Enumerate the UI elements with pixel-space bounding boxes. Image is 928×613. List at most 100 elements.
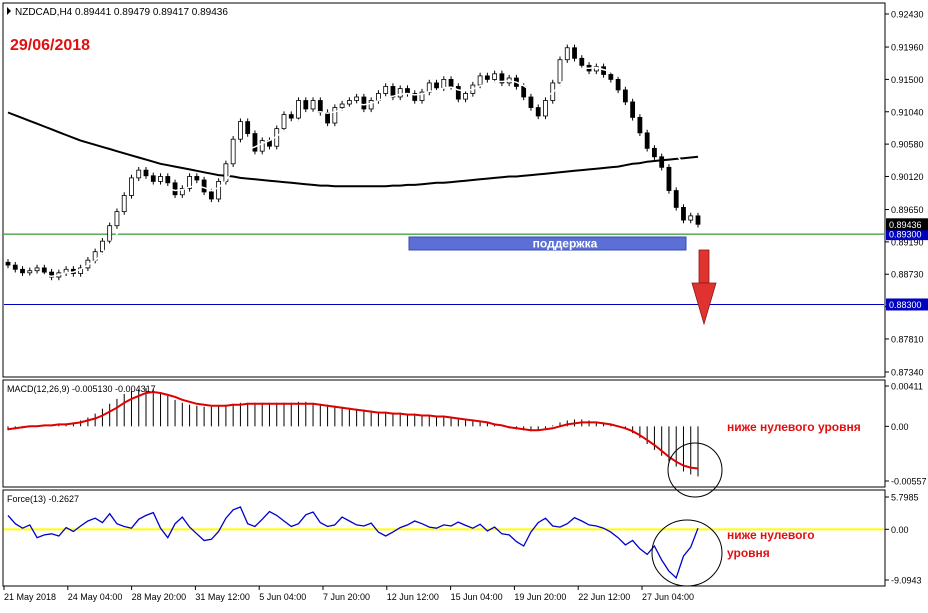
support-label: поддержка	[533, 237, 598, 251]
candle-body	[368, 100, 374, 110]
candle-body	[477, 75, 483, 86]
macd-tick-label: 0.00411	[891, 382, 923, 392]
candle-body	[579, 57, 585, 66]
candle-body	[434, 82, 439, 89]
candle-body	[310, 100, 316, 110]
candle-body	[158, 176, 163, 182]
candle-body	[441, 79, 447, 89]
candle-body	[172, 182, 178, 196]
candle-body	[121, 195, 127, 213]
time-axis: 21 May 2018 24 May 04:00 28 May 20:00 31 Ma…	[3, 586, 694, 602]
price-axis: 0.92430 0.91960 0.91500 0.91040 0.90580 0.901…	[885, 10, 928, 378]
price-tick-label: 0.91960	[891, 43, 924, 53]
candle-body	[608, 74, 614, 80]
down-arrow-icon	[691, 249, 717, 326]
candle-body	[136, 169, 142, 179]
candle-body	[543, 100, 548, 117]
candle-body	[528, 96, 534, 108]
candle-body	[245, 121, 251, 134]
candle-body	[564, 47, 570, 61]
date-label: 29/06/2018	[10, 37, 90, 54]
candle-body	[216, 180, 222, 200]
header-symbol: NZDCAD,H4 0.89441 0.89479 0.89417 0.8943…	[7, 7, 228, 18]
candle-body	[419, 91, 425, 101]
candle-body	[27, 270, 33, 274]
candle-body	[397, 88, 403, 98]
time-tick-label: 15 Jun 04:00	[451, 592, 503, 602]
price-tick-label: 0.90120	[891, 172, 924, 182]
force-panel-frame	[2, 489, 886, 587]
candle-body	[448, 79, 454, 87]
candle-body	[346, 100, 352, 105]
candle-body	[666, 166, 672, 191]
price-tick-label: 0.89650	[891, 205, 924, 215]
candle-body	[259, 140, 265, 152]
candle-body	[150, 175, 156, 182]
time-tick-label: 28 May 20:00	[132, 592, 187, 602]
target-price-tag-bg	[886, 298, 928, 311]
price-tick-label: 0.91500	[891, 75, 924, 85]
force-line	[7, 506, 699, 579]
current-price-tag-bg	[886, 218, 928, 231]
candle-body	[637, 116, 643, 134]
macd-panel-frame	[2, 379, 886, 488]
candle-body	[339, 103, 345, 108]
candle-body	[622, 89, 628, 103]
candle-body	[681, 207, 686, 221]
candle-body	[238, 121, 243, 140]
candle-body	[630, 101, 636, 118]
candle-body	[463, 93, 468, 100]
current-price-tag: 0.89436	[889, 220, 922, 230]
force-note-line1: ниже нулевого	[727, 528, 815, 542]
candle-body	[615, 79, 621, 91]
candle-body	[201, 179, 207, 193]
candle-body	[114, 211, 120, 227]
candle-body	[5, 261, 11, 266]
macd-highlight-circle	[667, 442, 723, 498]
candle-body	[455, 86, 461, 100]
candle-body	[644, 132, 650, 149]
force-title: Force(13) -0.2627	[7, 494, 79, 504]
macd-tick-label: -0.00557	[891, 477, 927, 487]
candle-body	[412, 93, 418, 101]
price-tick-label: 0.87810	[891, 334, 924, 344]
price-plot	[4, 44, 884, 305]
time-tick-label: 22 Jun 12:00	[578, 592, 630, 602]
support-box	[408, 236, 687, 251]
candle-body	[572, 47, 577, 59]
candle-body	[129, 177, 134, 196]
price-tick-label: 0.92430	[891, 10, 924, 20]
main-panel-frame	[2, 2, 886, 378]
time-tick-label: 7 Jun 20:00	[323, 592, 370, 602]
time-tick-label: 5 Jun 04:00	[259, 592, 306, 602]
force-tick-label: 0.00	[891, 525, 909, 535]
price-tick-label: 0.90580	[891, 140, 924, 150]
price-tick-label: 0.89190	[891, 237, 924, 247]
candle-body	[332, 107, 338, 124]
time-tick-label: 21 May 2018	[4, 592, 56, 602]
price-tick-label: 0.91040	[891, 107, 924, 117]
candle-body	[557, 59, 563, 84]
candle-body	[383, 86, 389, 94]
macd-signal-line	[7, 390, 699, 470]
force-highlight-circle	[651, 519, 723, 587]
candle-body	[354, 96, 360, 101]
macd-note: ниже нулевого уровня	[727, 420, 861, 434]
force-plot	[4, 506, 884, 579]
candle-body	[100, 240, 105, 253]
macd-title: MACD(12,26,9) -0.005130 -0.004317	[7, 384, 156, 394]
candle-body	[143, 169, 149, 177]
candle-body	[187, 176, 192, 189]
time-tick-label: 27 Jun 04:00	[642, 592, 694, 602]
time-tick-label: 31 May 12:00	[195, 592, 250, 602]
candle-body	[20, 268, 25, 274]
candle-body	[499, 73, 505, 84]
candle-body	[165, 176, 171, 184]
candle-body	[296, 100, 301, 119]
time-tick-label: 12 Jun 12:00	[387, 592, 439, 602]
slow-ma-line	[7, 111, 699, 188]
candle-body	[179, 188, 185, 196]
candle-body	[695, 215, 701, 225]
